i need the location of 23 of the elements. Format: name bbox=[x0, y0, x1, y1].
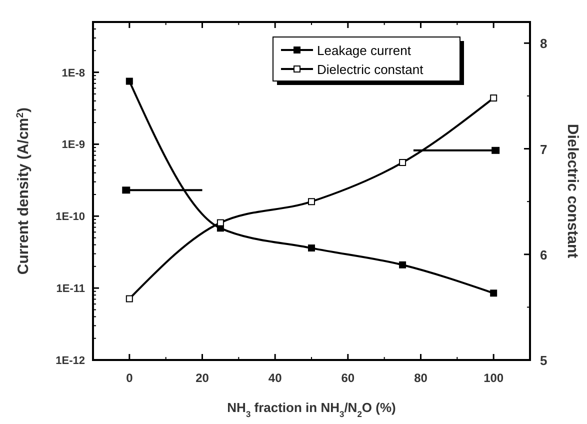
point bbox=[308, 244, 315, 252]
x-tick-label: 80 bbox=[414, 371, 428, 385]
point bbox=[490, 290, 498, 297]
x-tick-label: 0 bbox=[126, 371, 134, 385]
y-tick-label: 1E-9 bbox=[62, 139, 85, 152]
x-tick-label: 60 bbox=[341, 371, 355, 385]
y-tick-label: 1E-12 bbox=[56, 355, 85, 367]
y-tick-label: 1E-10 bbox=[56, 211, 85, 224]
legend-label: Dielectric constant bbox=[317, 62, 424, 77]
x-tick-label: 100 bbox=[484, 371, 504, 385]
x-axis-title: NH$_{3}$ fraction in NH$_{3}$/N$_{2}$O (%) bbox=[227, 400, 396, 419]
y-tick-label: 1E-11 bbox=[56, 283, 85, 296]
y2-axis-title: Dielectric constant bbox=[564, 124, 581, 258]
y2-tick-label: 5 bbox=[540, 353, 548, 368]
y2-tick-label: 8 bbox=[540, 36, 548, 52]
x-tick-label: 40 bbox=[268, 371, 282, 385]
y2-tick-label: 7 bbox=[540, 142, 548, 157]
x-tick-label: 20 bbox=[196, 371, 210, 385]
point bbox=[126, 78, 133, 85]
legend-label: Leakage current bbox=[317, 43, 412, 58]
point bbox=[399, 261, 406, 268]
y2-tick-label: 6 bbox=[540, 247, 548, 262]
y-tick-label: 1E-8 bbox=[62, 67, 85, 80]
